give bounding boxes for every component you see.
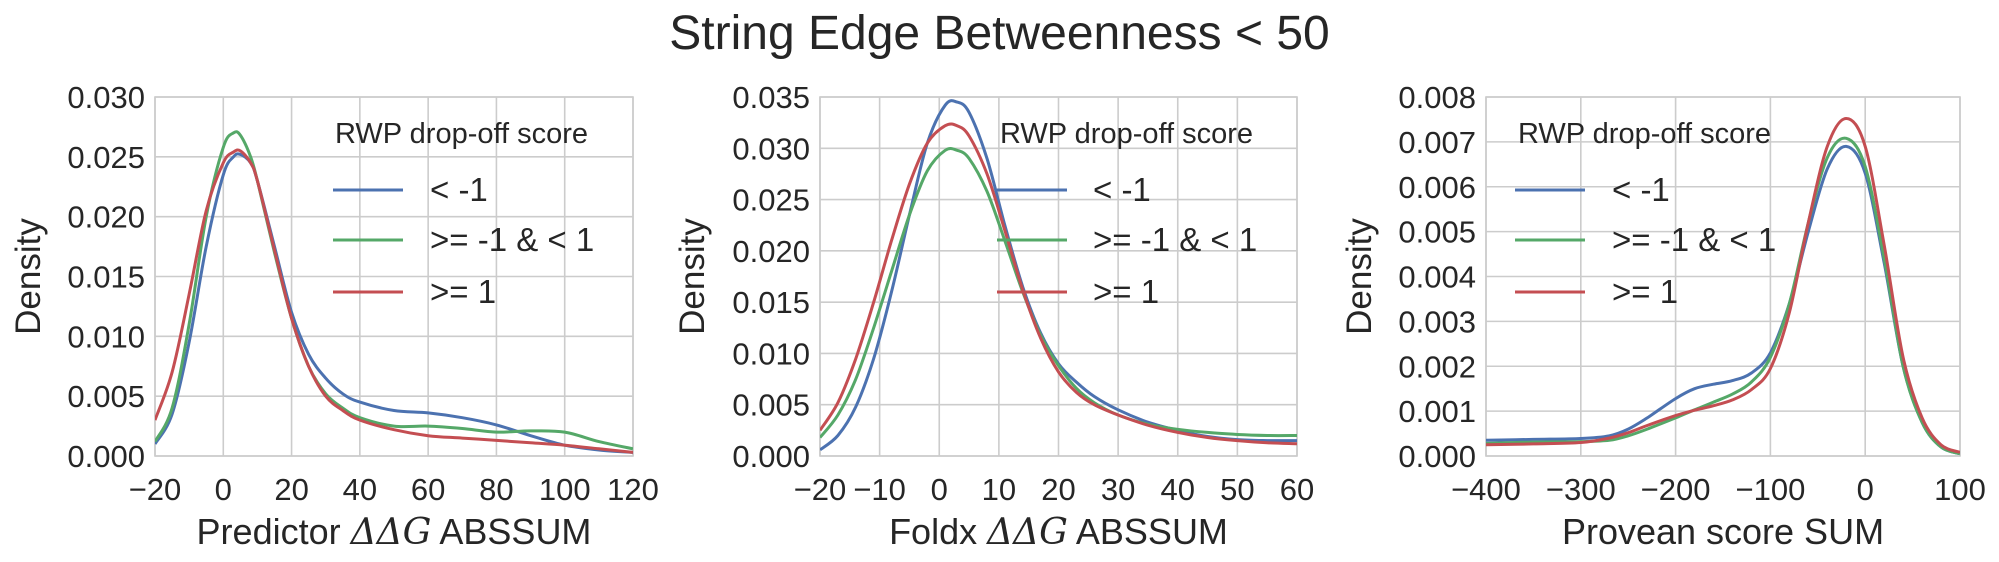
y-tick-label: 0.015: [732, 285, 810, 320]
x-tick-label: 60: [1280, 472, 1314, 507]
y-tick-label: 0.005: [1398, 215, 1476, 250]
y-tick-label: 0.015: [67, 260, 145, 295]
y-tick-label: 0.030: [67, 80, 145, 115]
x-axis-label: Predictor ΔΔG ABSSUM: [197, 511, 592, 553]
chart-panel-3: 0.000 0.001 0.002 0.003 0.004 0.005 0.006 0.007…: [1340, 80, 1986, 552]
x-tick-label: 60: [411, 472, 445, 507]
legend-label: >= 1: [1093, 273, 1159, 310]
chart-panel-1: 0.000 0.005 0.010 0.015 0.020 0.025 0.030 −20 0 2…: [9, 80, 659, 553]
x-tick-label: 80: [479, 472, 513, 507]
x-axis-label-text: Foldx: [889, 511, 987, 552]
y-tick-label: 0.007: [1398, 125, 1476, 160]
y-axis-label: Density: [9, 218, 48, 335]
series-line-3: [1486, 116, 1960, 454]
x-axis-label-math: ΔΔG: [349, 512, 432, 553]
x-axis-label-math: ΔΔG: [985, 512, 1068, 553]
x-tick-label: −300: [1546, 472, 1616, 507]
y-axis-label: Density: [673, 218, 712, 335]
plot-frame: [1485, 96, 1961, 457]
series-line-2: [820, 146, 1297, 439]
chart-panel-2: 0.000 0.005 0.010 0.015 0.020 0.025 0.030 0.035…: [673, 80, 1314, 553]
y-tick-label: 0.005: [67, 379, 145, 414]
x-tick-label: 20: [274, 472, 308, 507]
plot-frame: [819, 96, 1298, 457]
figure-title: String Edge Betweenness < 50: [669, 7, 1330, 60]
y-tick-label: 0.025: [67, 140, 145, 175]
series-line-2: [155, 130, 633, 451]
x-tick-label: 0: [931, 472, 948, 507]
legend-title: RWP drop-off score: [1000, 118, 1253, 150]
series-line-3: [820, 122, 1297, 446]
x-tick-label: 0: [215, 472, 232, 507]
y-tick-label: 0.008: [1398, 80, 1476, 115]
legend-label: >= -1 & < 1: [1612, 221, 1776, 258]
x-axis-label-text: Provean score SUM: [1562, 511, 1884, 552]
x-tick-label: 30: [1101, 472, 1135, 507]
legend-label: >= 1: [430, 273, 496, 310]
plot-frame: [154, 96, 634, 457]
legend-label: < -1: [1093, 171, 1151, 208]
x-tick-label: −20: [794, 472, 847, 507]
x-axis-label-suffix: ABSSUM: [1068, 511, 1228, 552]
x-tick-label: 10: [982, 472, 1016, 507]
x-axis-label: Foldx ΔΔG ABSSUM: [889, 511, 1228, 553]
x-tick-label: −100: [1735, 472, 1805, 507]
legend-title: RWP drop-off score: [1518, 118, 1771, 150]
x-tick-label: 120: [607, 472, 659, 507]
y-tick-label: 0.030: [732, 131, 810, 166]
x-axis-label: Provean score SUM: [1562, 511, 1884, 552]
x-tick-label: 40: [1161, 472, 1195, 507]
y-tick-label: 0.006: [1398, 170, 1476, 205]
legend-label: < -1: [430, 171, 488, 208]
y-tick-label: 0.035: [732, 80, 810, 115]
legend-label: < -1: [1612, 171, 1670, 208]
y-tick-label: 0.020: [67, 200, 145, 235]
x-axis-label-text: Predictor: [197, 511, 351, 552]
series-line-3: [155, 148, 633, 454]
legend-label: >= -1 & < 1: [430, 221, 594, 258]
x-tick-label: 100: [1934, 472, 1986, 507]
x-tick-label: 100: [539, 472, 591, 507]
legend-title: RWP drop-off score: [335, 118, 588, 150]
series-line-1: [155, 152, 633, 454]
y-tick-label: 0.010: [732, 336, 810, 371]
x-tick-label: 20: [1041, 472, 1075, 507]
x-tick-label: −400: [1451, 472, 1521, 507]
y-tick-label: 0.002: [1398, 349, 1476, 384]
y-tick-label: 0.005: [732, 388, 810, 423]
x-tick-label: 50: [1220, 472, 1254, 507]
legend-label: >= 1: [1612, 273, 1678, 310]
y-tick-label: 0.001: [1398, 394, 1476, 429]
y-tick-label: 0.000: [1398, 439, 1476, 474]
y-tick-label: 0.025: [732, 183, 810, 218]
y-tick-label: 0.003: [1398, 304, 1476, 339]
y-tick-label: 0.020: [732, 234, 810, 269]
legend-label: >= -1 & < 1: [1093, 221, 1257, 258]
series-line-2: [1486, 136, 1960, 456]
y-tick-label: 0.010: [67, 319, 145, 354]
x-tick-label: −20: [129, 472, 182, 507]
legend: RWP drop-off score < -1 >= -1 & < 1 >= 1: [997, 118, 1257, 310]
x-tick-label: −200: [1641, 472, 1711, 507]
y-axis-label: Density: [1340, 218, 1379, 335]
y-tick-label: 0.000: [732, 439, 810, 474]
y-tick-label: 0.004: [1398, 260, 1476, 295]
x-tick-label: 0: [1857, 472, 1874, 507]
y-tick-label: 0.000: [67, 439, 145, 474]
x-axis-label-suffix: ABSSUM: [431, 511, 591, 552]
legend: RWP drop-off score < -1 >= -1 & < 1 >= 1: [333, 118, 594, 310]
x-tick-label: 40: [343, 472, 377, 507]
legend: RWP drop-off score < -1 >= -1 & < 1 >= 1: [1515, 118, 1776, 310]
series-line-1: [1486, 144, 1960, 456]
x-tick-label: −10: [853, 472, 906, 507]
